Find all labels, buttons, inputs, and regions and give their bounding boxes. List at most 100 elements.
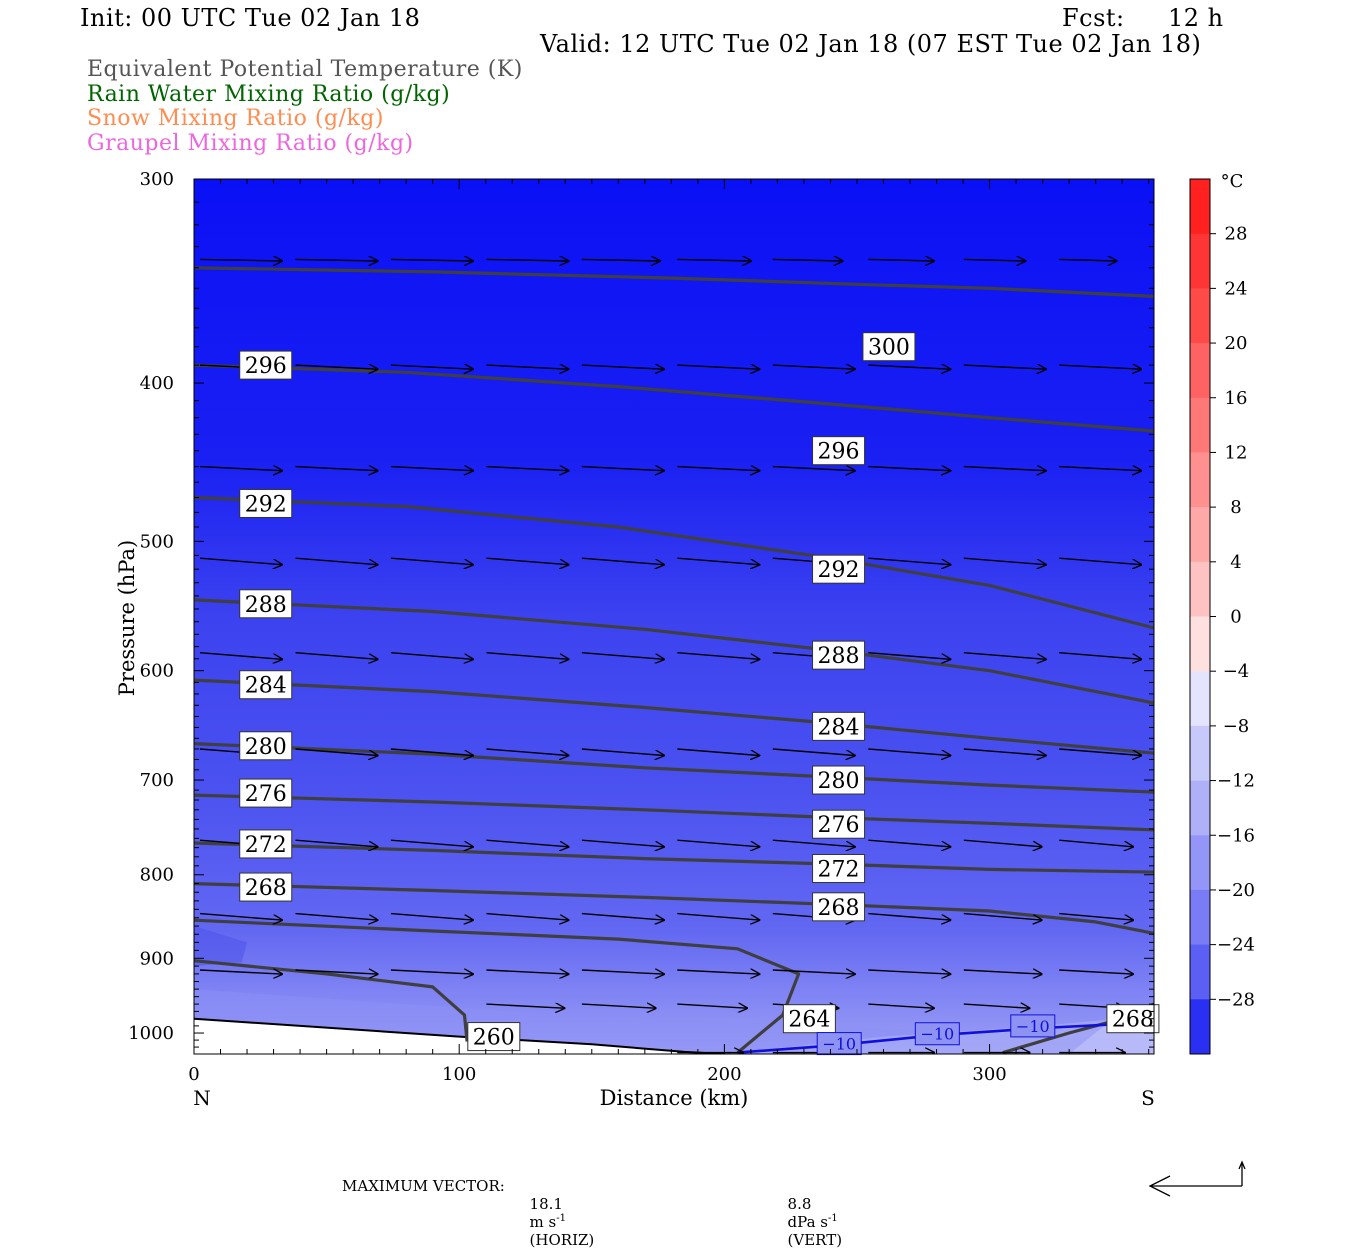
colorbar-bin — [1190, 452, 1210, 508]
colorbar-bin — [1190, 671, 1210, 727]
wind-vector — [295, 652, 378, 660]
wind-vector — [390, 652, 473, 660]
contour-label-text: 292 — [245, 492, 287, 517]
colorbar-tick-label: −12 — [1217, 771, 1255, 792]
colorbar-tick-label: 12 — [1225, 442, 1248, 463]
wind-vector — [390, 970, 473, 974]
contour-label-272: 272 — [239, 829, 293, 859]
contour-label-box — [782, 1004, 836, 1034]
colorbar-tick-label: 28 — [1225, 224, 1248, 245]
contour-label-280: 280 — [812, 765, 866, 795]
y-tick-label: 900 — [140, 948, 174, 969]
wind-vector — [295, 467, 378, 471]
north-label: N — [193, 1086, 211, 1110]
wind-vector — [677, 259, 751, 261]
wind-vector — [963, 839, 1042, 847]
temperature-label-text: −10 — [1016, 1017, 1050, 1036]
contour-label-text: 268 — [818, 896, 860, 921]
wind-vector — [295, 748, 378, 756]
contour-label-text: 260 — [473, 1026, 515, 1051]
contour-label-box — [467, 1022, 521, 1052]
contour-label-288: 288 — [239, 589, 293, 619]
wind-vector — [1059, 748, 1141, 756]
wind-vector — [868, 557, 950, 565]
wind-vector — [677, 839, 759, 847]
wind-vector — [963, 970, 1042, 974]
wind-vector — [295, 970, 378, 974]
wind-vector — [581, 365, 664, 369]
wind-vector — [581, 467, 664, 471]
colorbar-bin — [1190, 944, 1210, 1000]
wind-vector — [677, 912, 759, 921]
wind-vector — [772, 467, 855, 471]
wind-vector — [868, 970, 950, 974]
y-tick-label: 800 — [140, 865, 174, 886]
vertical-unit: dPa s — [787, 1213, 828, 1231]
wind-vector — [295, 365, 378, 369]
wind-vector — [581, 748, 664, 756]
wind-vector — [581, 1004, 656, 1008]
theta-e-contour-292 — [194, 495, 1154, 630]
contour-label-box — [239, 589, 293, 619]
y-tick-label: 300 — [140, 169, 174, 190]
theta-e-contour-280 — [194, 742, 1154, 794]
wind-vector — [1059, 970, 1133, 974]
wind-vector — [963, 748, 1046, 756]
y-tick-label: 600 — [140, 661, 174, 682]
x-axis-label: Distance (km) — [600, 1086, 749, 1110]
wind-vector — [677, 652, 759, 660]
legend-rain-water: Rain Water Mixing Ratio (g/kg) — [87, 82, 451, 107]
wind-vector — [963, 912, 1042, 921]
temperature-label: −10 — [816, 1032, 862, 1056]
wind-vector — [295, 912, 378, 921]
wind-vector — [1059, 259, 1116, 261]
wind-vector — [199, 259, 282, 261]
contour-label-box — [239, 872, 293, 902]
contour-label-268: 268 — [1106, 1004, 1160, 1034]
wind-vector — [677, 748, 759, 756]
contour-label-box — [239, 829, 293, 859]
wind-vector — [390, 259, 473, 261]
contour-label-box — [862, 332, 916, 362]
wind-vector — [1059, 365, 1141, 369]
contour-label-box — [239, 488, 293, 518]
contour-label-box — [812, 809, 866, 839]
contour-label-text: 272 — [818, 858, 860, 883]
wind-vector — [199, 467, 282, 471]
x-tick-label: 300 — [972, 1064, 1006, 1085]
colorbar-bin — [1190, 397, 1210, 453]
contour-label-box — [239, 778, 293, 808]
wind-vector — [1059, 467, 1141, 471]
contour-label-box — [812, 892, 866, 922]
wind-vector — [486, 557, 568, 565]
contour-label-box — [812, 854, 866, 884]
colorbar-tick-label: −8 — [1223, 716, 1250, 737]
colorbar-bin — [1190, 179, 1210, 235]
contour-label-box — [239, 670, 293, 700]
colorbar-bin — [1190, 999, 1210, 1055]
wind-vector — [772, 839, 855, 847]
wind-vector — [390, 365, 473, 369]
contour-label-300: 300 — [862, 332, 916, 362]
wind-vector — [581, 557, 664, 565]
temperature-label: −10 — [914, 1022, 960, 1046]
wind-vector — [772, 748, 855, 756]
temperature-label-text: −10 — [920, 1025, 954, 1044]
wind-vector — [486, 467, 568, 471]
wind-vector — [1059, 839, 1133, 847]
contour-label-text: 288 — [245, 593, 287, 618]
contour-label-264: 264 — [782, 1004, 836, 1034]
contour-label-text: 284 — [818, 715, 860, 740]
theta-e-contour-264 — [194, 918, 801, 1054]
wind-vector — [868, 839, 950, 847]
colorbar-tick-label: 0 — [1230, 607, 1241, 628]
contour-label-box — [239, 350, 293, 380]
wind-vector — [963, 652, 1046, 660]
wind-vector — [677, 557, 759, 565]
contour-label-292: 292 — [812, 554, 866, 584]
colorbar-tick-label: 24 — [1225, 278, 1248, 299]
wind-vector — [486, 259, 568, 261]
wind-vector — [1059, 912, 1133, 921]
theta-e-contour-272 — [194, 841, 1154, 874]
x-tick-label: 200 — [707, 1064, 741, 1085]
